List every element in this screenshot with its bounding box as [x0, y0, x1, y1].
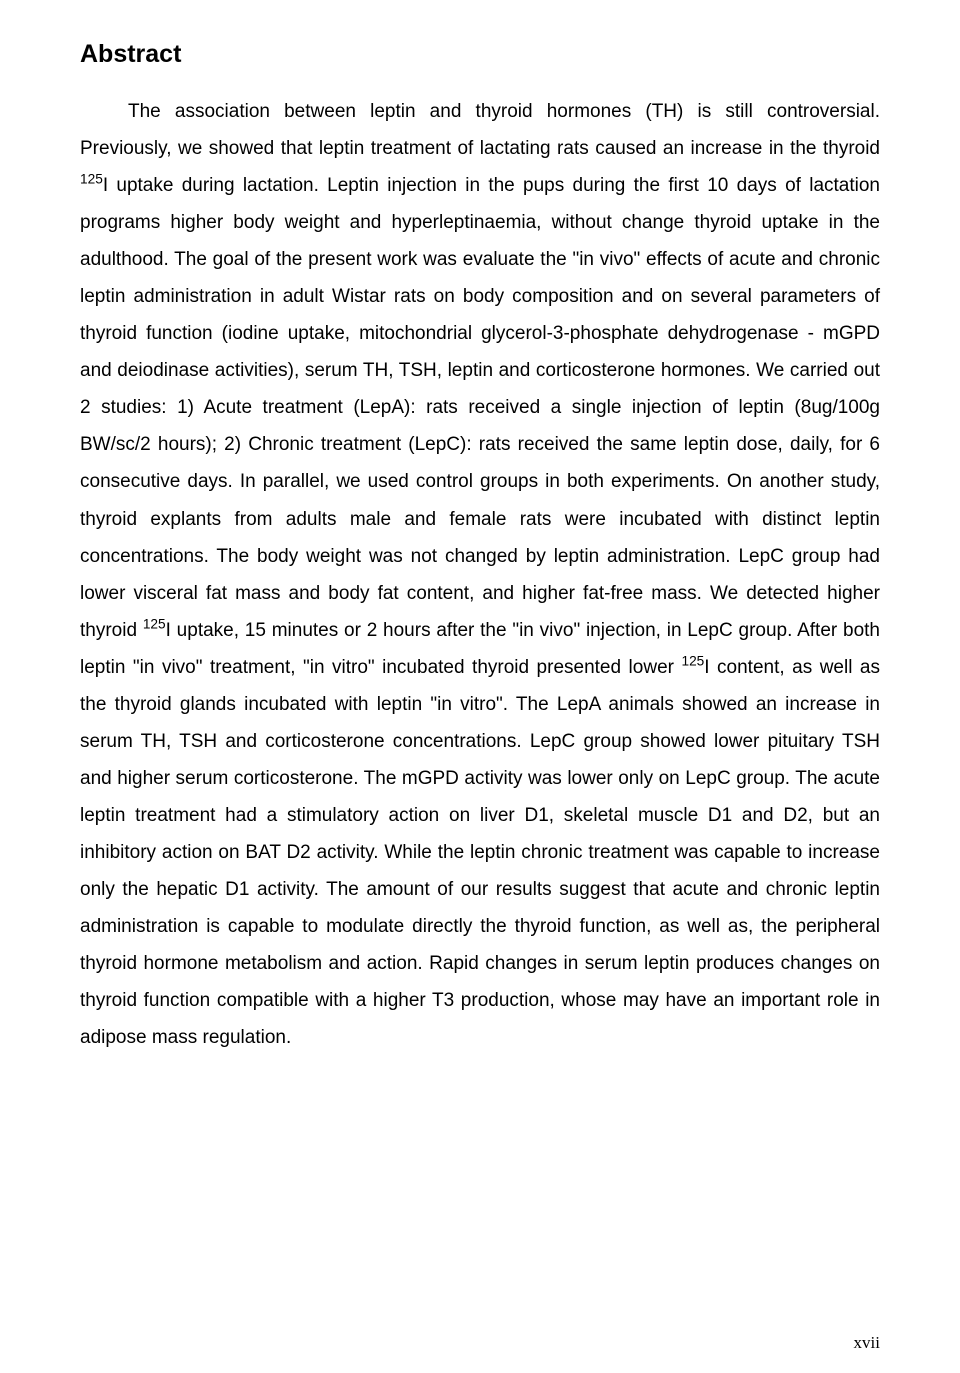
- abstract-text: The association between leptin and thyro…: [80, 93, 880, 1056]
- page-number: xvii: [854, 1333, 880, 1353]
- abstract-heading: Abstract: [80, 40, 880, 69]
